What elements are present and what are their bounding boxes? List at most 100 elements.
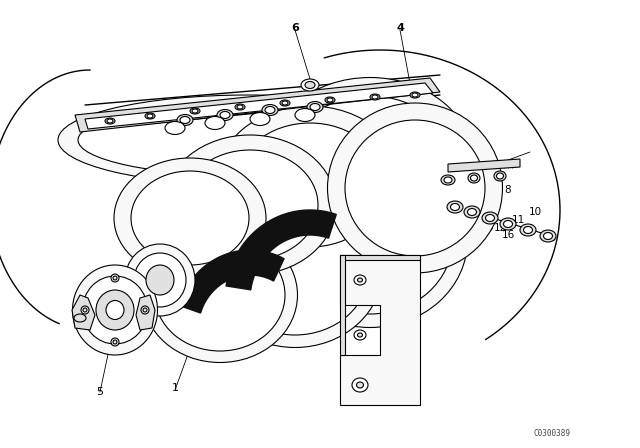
Text: 11: 11 [511, 215, 525, 225]
Ellipse shape [83, 276, 147, 344]
Ellipse shape [81, 306, 89, 314]
Text: 4: 4 [396, 23, 404, 33]
Ellipse shape [145, 113, 155, 119]
Ellipse shape [494, 171, 506, 181]
Ellipse shape [111, 338, 119, 346]
Ellipse shape [441, 175, 455, 185]
Ellipse shape [83, 308, 87, 312]
Ellipse shape [327, 98, 333, 102]
Polygon shape [226, 210, 336, 290]
Ellipse shape [190, 108, 200, 114]
Ellipse shape [301, 79, 319, 91]
Ellipse shape [131, 171, 249, 265]
Ellipse shape [237, 105, 243, 109]
Ellipse shape [111, 274, 119, 282]
Polygon shape [72, 295, 95, 330]
Ellipse shape [354, 330, 366, 340]
Ellipse shape [410, 92, 420, 98]
Polygon shape [136, 295, 155, 330]
Ellipse shape [497, 173, 504, 179]
Ellipse shape [180, 116, 190, 124]
Polygon shape [179, 250, 284, 313]
Ellipse shape [280, 100, 290, 106]
Ellipse shape [345, 120, 485, 256]
Text: 9: 9 [468, 185, 476, 195]
Ellipse shape [205, 116, 225, 129]
Ellipse shape [78, 104, 418, 176]
Ellipse shape [451, 203, 460, 211]
Text: 13: 13 [323, 313, 337, 323]
Ellipse shape [358, 278, 362, 282]
Ellipse shape [287, 166, 452, 314]
Ellipse shape [107, 119, 113, 123]
Ellipse shape [182, 150, 318, 260]
Ellipse shape [113, 276, 117, 280]
Ellipse shape [482, 212, 498, 224]
Ellipse shape [58, 95, 438, 185]
Ellipse shape [310, 103, 320, 111]
Text: 3: 3 [307, 257, 314, 267]
Ellipse shape [165, 121, 185, 134]
Ellipse shape [370, 94, 380, 100]
Ellipse shape [125, 244, 195, 316]
Ellipse shape [356, 382, 364, 388]
Ellipse shape [447, 201, 463, 213]
Polygon shape [448, 159, 520, 172]
Ellipse shape [134, 253, 186, 307]
Ellipse shape [96, 290, 134, 330]
Ellipse shape [265, 107, 275, 113]
Text: 16: 16 [501, 230, 515, 240]
Polygon shape [340, 255, 420, 405]
Ellipse shape [235, 104, 245, 110]
Text: 2: 2 [314, 287, 321, 297]
Ellipse shape [444, 177, 452, 183]
Ellipse shape [543, 233, 552, 240]
Ellipse shape [305, 82, 315, 89]
Ellipse shape [72, 265, 157, 355]
Ellipse shape [141, 306, 149, 314]
Ellipse shape [105, 118, 115, 124]
Ellipse shape [464, 206, 480, 218]
Polygon shape [85, 83, 433, 129]
Text: 12: 12 [493, 223, 507, 233]
Ellipse shape [412, 93, 418, 97]
Ellipse shape [215, 106, 405, 264]
Text: 8: 8 [505, 185, 511, 195]
Polygon shape [340, 255, 420, 260]
Ellipse shape [113, 340, 117, 344]
Ellipse shape [235, 123, 385, 247]
Text: 10: 10 [529, 207, 541, 217]
Ellipse shape [74, 314, 86, 322]
Ellipse shape [192, 109, 198, 113]
Ellipse shape [307, 102, 323, 112]
Ellipse shape [295, 108, 315, 121]
Text: C0300389: C0300389 [533, 429, 570, 438]
Ellipse shape [177, 115, 193, 125]
Text: 7: 7 [486, 185, 493, 195]
Ellipse shape [540, 230, 556, 242]
Ellipse shape [358, 333, 362, 337]
Ellipse shape [354, 275, 366, 285]
Ellipse shape [221, 205, 369, 335]
Text: 9: 9 [486, 223, 493, 233]
Polygon shape [75, 78, 440, 132]
Ellipse shape [114, 158, 266, 278]
Ellipse shape [250, 112, 270, 125]
Ellipse shape [468, 173, 480, 183]
Ellipse shape [207, 193, 383, 348]
Ellipse shape [500, 218, 516, 230]
Text: 14: 14 [340, 313, 354, 323]
Ellipse shape [146, 265, 174, 295]
Ellipse shape [273, 152, 467, 327]
Ellipse shape [217, 109, 233, 121]
Ellipse shape [352, 378, 368, 392]
Ellipse shape [155, 239, 285, 351]
Ellipse shape [282, 101, 288, 105]
Ellipse shape [328, 103, 502, 273]
Ellipse shape [286, 96, 454, 234]
Ellipse shape [467, 208, 477, 215]
Ellipse shape [504, 220, 513, 228]
Ellipse shape [262, 104, 278, 116]
Ellipse shape [486, 215, 495, 221]
Text: 1: 1 [172, 383, 179, 393]
